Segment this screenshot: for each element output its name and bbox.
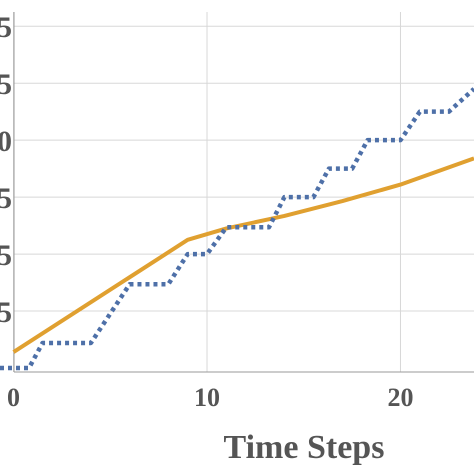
x-axis-label: Time Steps <box>224 429 385 466</box>
line-series <box>12 156 474 354</box>
line-series <box>0 87 474 371</box>
y-tick-label: 5 <box>0 239 12 272</box>
x-tick-label: 20 <box>387 383 413 412</box>
y-tick-label: 5 <box>0 11 12 44</box>
y-tick-label: 5 <box>0 182 12 215</box>
y-tick-label: 5 <box>0 296 12 329</box>
x-tick-label: 10 <box>194 383 220 412</box>
x-tick-label: 0 <box>7 383 20 412</box>
y-tick-label: 5 <box>0 68 12 101</box>
y-tick-label: 0 <box>0 125 12 158</box>
